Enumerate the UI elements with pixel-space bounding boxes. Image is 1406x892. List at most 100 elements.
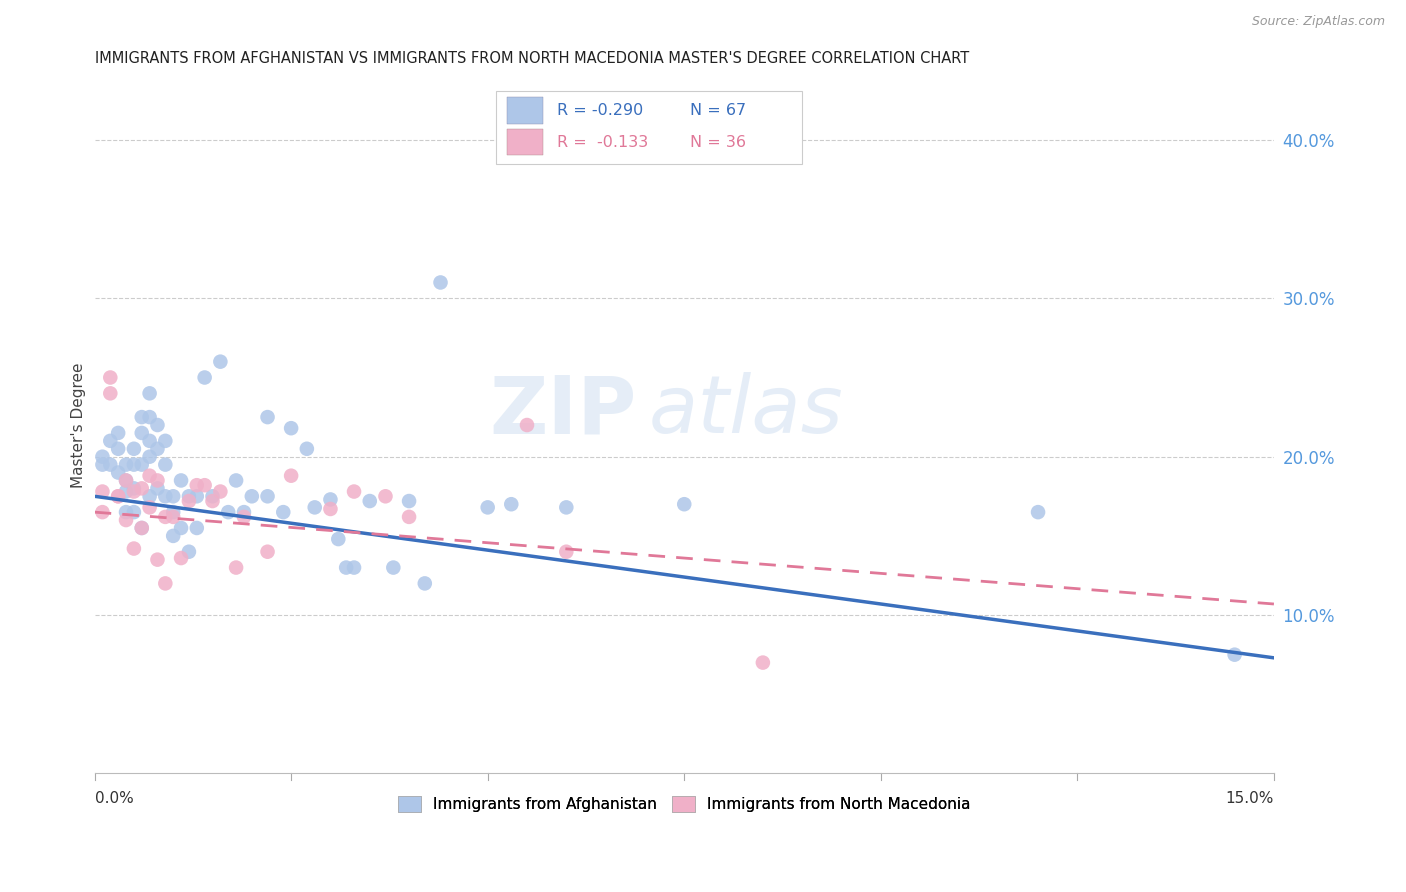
Point [115,484,138,499]
FancyBboxPatch shape [508,97,543,124]
Point [115,513,138,527]
Legend: Immigrants from Afghanistan, Immigrants from North Macedonia: Immigrants from Afghanistan, Immigrants … [392,790,977,818]
Point [91,484,114,499]
Point [98,370,121,384]
Y-axis label: Master's Degree: Master's Degree [72,362,86,488]
Point [138,386,160,401]
Point [107,425,129,440]
Point [177,489,200,503]
Point [146,482,169,496]
Point [359,494,381,508]
Point [240,489,263,503]
Point [256,489,278,503]
Point [1223,648,1246,662]
Point [115,474,138,488]
Point [162,505,184,519]
Point [177,545,200,559]
Point [319,492,342,507]
Point [398,494,420,508]
Point [271,505,294,519]
Point [162,509,184,524]
Point [138,450,160,464]
Point [477,500,499,515]
Point [295,442,318,456]
Point [209,484,232,499]
Point [155,489,177,503]
Point [201,494,224,508]
Point [162,489,184,503]
Point [155,509,177,524]
Point [280,468,302,483]
FancyBboxPatch shape [495,90,803,163]
FancyBboxPatch shape [508,128,543,155]
Point [170,474,193,488]
Point [343,560,366,574]
Point [186,489,208,503]
Point [131,521,153,535]
Text: 15.0%: 15.0% [1226,791,1274,805]
Point [98,386,121,401]
Point [382,560,405,574]
Point [107,466,129,480]
Point [374,489,396,503]
Point [122,442,145,456]
Text: 0.0%: 0.0% [94,791,134,805]
Point [555,500,578,515]
Point [225,560,247,574]
Point [170,551,193,566]
Point [138,468,160,483]
Point [170,521,193,535]
Point [673,497,696,511]
Point [91,450,114,464]
Point [107,489,129,503]
Point [201,489,224,503]
Point [194,478,217,492]
Point [155,434,177,448]
Point [516,417,538,432]
Point [233,509,256,524]
Point [186,478,208,492]
Point [107,489,129,503]
Text: N = 36: N = 36 [690,135,747,150]
Point [233,505,256,519]
Point [138,500,160,515]
Point [146,474,169,488]
Point [98,434,121,448]
Point [131,482,153,496]
Point [115,474,138,488]
Point [209,354,232,368]
Point [131,458,153,472]
Point [138,434,160,448]
Point [131,410,153,425]
Text: atlas: atlas [650,372,844,450]
Point [177,494,200,508]
Point [752,656,775,670]
Text: N = 67: N = 67 [690,103,747,119]
Point [146,442,169,456]
Point [194,370,217,384]
Point [122,484,145,499]
Point [146,417,169,432]
Point [217,505,239,519]
Point [256,545,278,559]
Point [138,410,160,425]
Point [91,458,114,472]
Point [328,532,350,546]
Point [107,442,129,456]
Point [131,521,153,535]
Point [304,500,326,515]
Point [122,505,145,519]
Point [115,505,138,519]
Point [122,458,145,472]
Point [1026,505,1049,519]
Text: R =  -0.133: R = -0.133 [557,135,648,150]
Point [398,509,420,524]
Point [335,560,357,574]
Point [131,425,153,440]
Point [91,505,114,519]
Point [186,521,208,535]
Point [162,529,184,543]
Point [155,458,177,472]
Text: Source: ZipAtlas.com: Source: ZipAtlas.com [1251,15,1385,28]
Point [343,484,366,499]
